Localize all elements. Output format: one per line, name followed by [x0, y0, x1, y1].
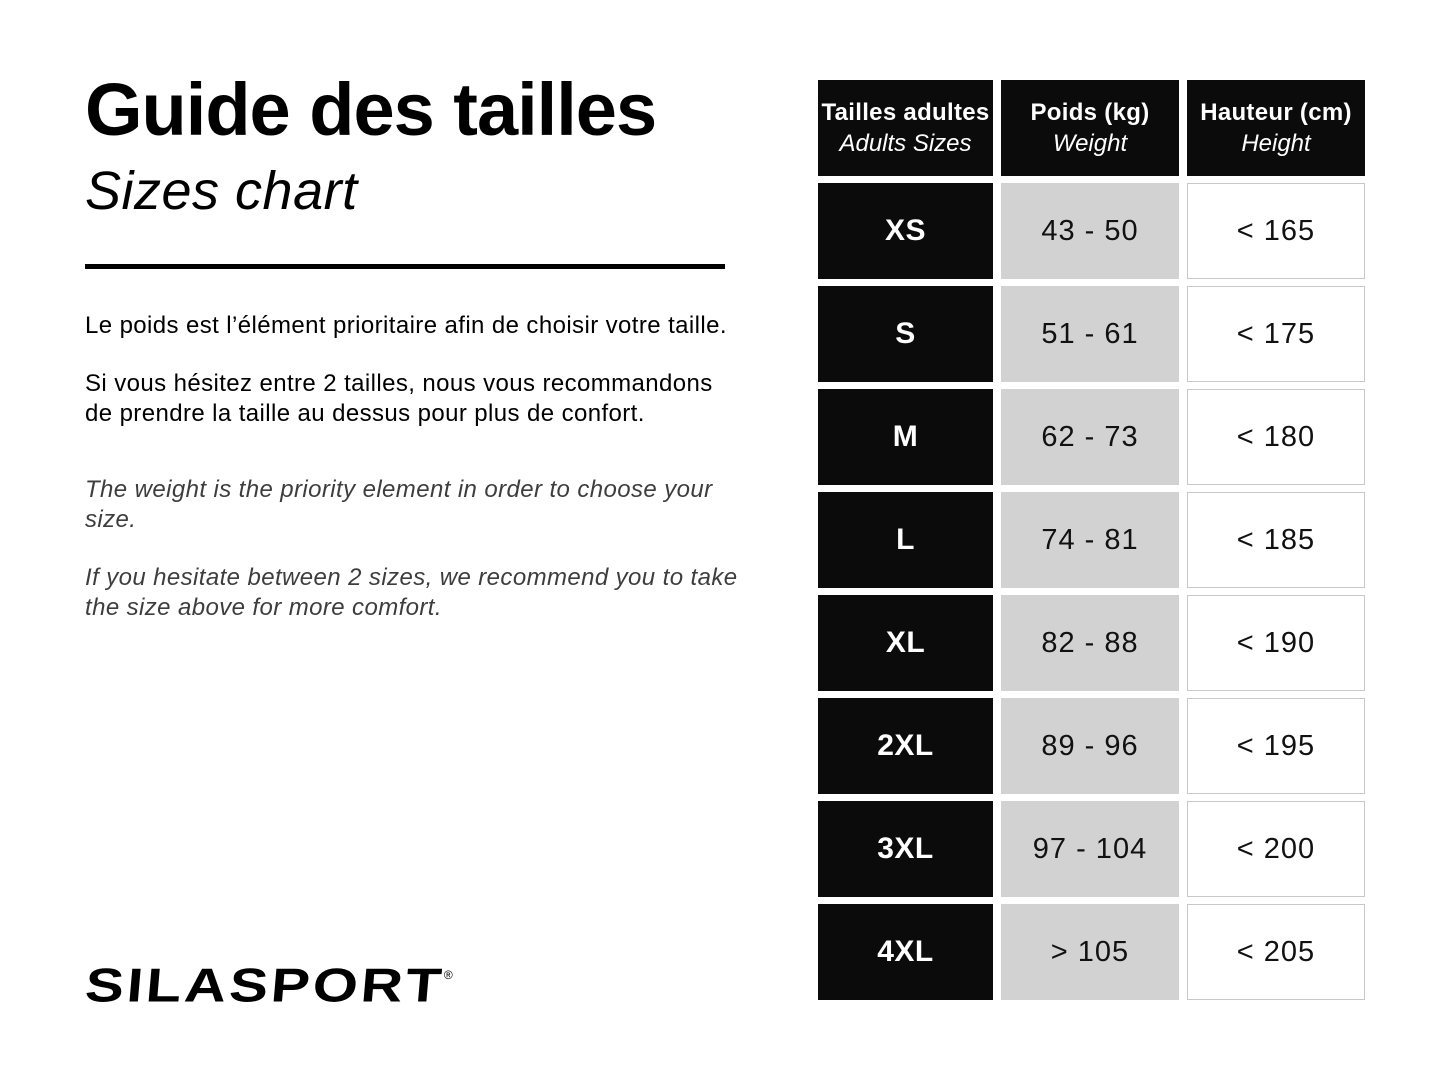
height-cell-s: < 175 — [1187, 286, 1365, 382]
height-cell-xl: < 190 — [1187, 595, 1365, 691]
height-cell-4xl: < 205 — [1187, 904, 1365, 1000]
column-header-title: Tailles adultes — [821, 99, 990, 126]
weight-cell-xs: 43 - 50 — [1001, 183, 1179, 279]
intro-panel: Guide des tailles Sizes chart Le poids e… — [85, 68, 745, 623]
intro-en-weight: The weight is the priority element in or… — [85, 476, 713, 533]
height-cell-xs: < 165 — [1187, 183, 1365, 279]
weight-cell-m: 62 - 73 — [1001, 389, 1179, 485]
silasport-logo: SILASPORT® — [83, 946, 453, 1013]
intro-fr-hesitate: Si vous hésitez entre 2 tailles, nous vo… — [85, 370, 713, 427]
size-cell-m: M — [818, 389, 993, 485]
weight-cell-3xl: 97 - 104 — [1001, 801, 1179, 897]
weight-cell-4xl: > 105 — [1001, 904, 1179, 1000]
column-header-subtitle: Weight — [1052, 130, 1128, 157]
column-header-title: Poids (kg) — [1030, 99, 1150, 126]
intro-en-hesitate: If you hesitate between 2 sizes, we reco… — [85, 564, 738, 621]
column-header-sizes: Tailles adultes Adults Sizes — [818, 80, 993, 176]
column-header-height: Hauteur (cm) Height — [1187, 80, 1365, 176]
size-cell-xl: XL — [818, 595, 993, 691]
column-header-title: Hauteur (cm) — [1200, 99, 1352, 126]
weight-cell-xl: 82 - 88 — [1001, 595, 1179, 691]
size-cell-s: S — [818, 286, 993, 382]
size-cell-2xl: 2XL — [818, 698, 993, 794]
height-cell-3xl: < 200 — [1187, 801, 1365, 897]
page-subtitle: Sizes chart — [85, 161, 358, 221]
height-cell-2xl: < 195 — [1187, 698, 1365, 794]
weight-cell-l: 74 - 81 — [1001, 492, 1179, 588]
column-header-subtitle: Adults Sizes — [839, 130, 972, 157]
size-cell-xs: XS — [818, 183, 993, 279]
weight-cell-s: 51 - 61 — [1001, 286, 1179, 382]
registered-trademark-icon: ® — [443, 968, 453, 982]
size-cell-3xl: 3XL — [818, 801, 993, 897]
weight-cell-2xl: 89 - 96 — [1001, 698, 1179, 794]
intro-fr-weight: Le poids est l’élément prioritaire afin … — [85, 312, 727, 339]
height-cell-l: < 185 — [1187, 492, 1365, 588]
brand-wordmark: SILASPORT — [83, 958, 447, 1013]
column-header-weight: Poids (kg) Weight — [1001, 80, 1179, 176]
height-cell-m: < 180 — [1187, 389, 1365, 485]
page-title: Guide des tailles — [85, 68, 657, 151]
divider-rule — [85, 264, 725, 269]
size-cell-l: L — [818, 492, 993, 588]
size-chart-table: Tailles adultes Adults Sizes Poids (kg) … — [818, 80, 1365, 1000]
size-cell-4xl: 4XL — [818, 904, 993, 1000]
column-header-subtitle: Height — [1241, 130, 1311, 157]
